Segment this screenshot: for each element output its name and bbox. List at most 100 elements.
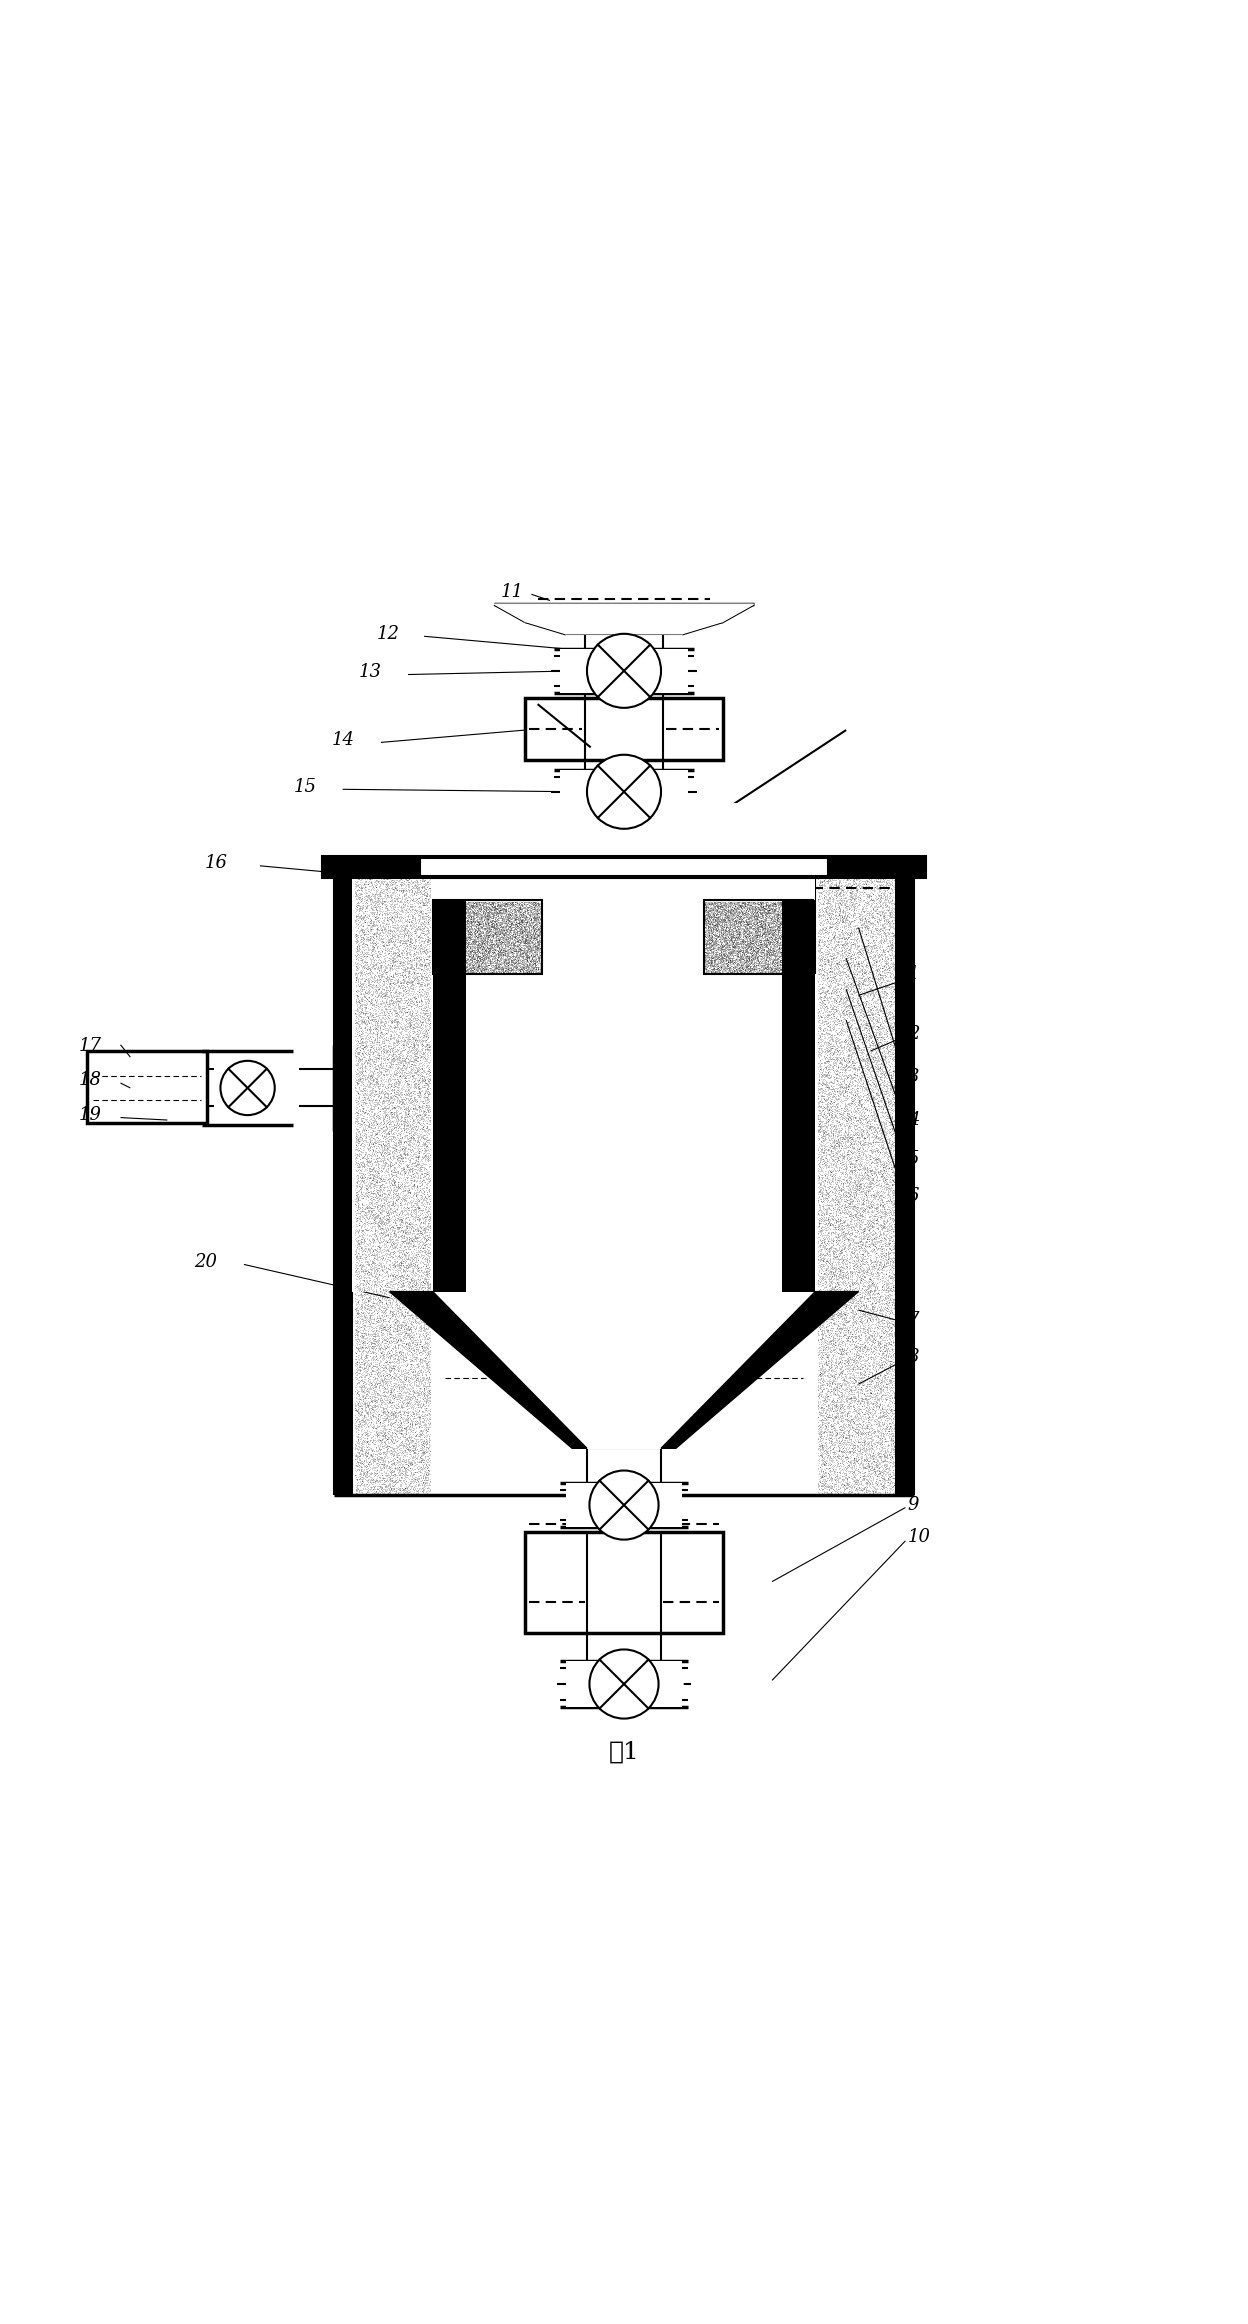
Point bbox=[809, 913, 829, 951]
Point bbox=[388, 1425, 408, 1462]
Point bbox=[384, 1167, 404, 1204]
Point bbox=[814, 1220, 834, 1257]
Point bbox=[470, 911, 490, 948]
Point bbox=[389, 969, 409, 1006]
Point bbox=[393, 1341, 413, 1378]
Point bbox=[809, 1299, 829, 1336]
Point bbox=[447, 883, 467, 920]
Point bbox=[371, 913, 391, 951]
Point bbox=[841, 1167, 861, 1204]
Point bbox=[399, 1092, 419, 1129]
Point bbox=[358, 1348, 378, 1385]
Point bbox=[879, 892, 899, 930]
Point bbox=[769, 923, 789, 960]
Point bbox=[446, 885, 466, 923]
Point bbox=[418, 1206, 438, 1243]
Point bbox=[851, 1057, 871, 1095]
Point bbox=[738, 930, 758, 967]
Point bbox=[364, 1408, 384, 1446]
Point bbox=[870, 1229, 890, 1267]
Point bbox=[529, 890, 549, 927]
Point bbox=[378, 1450, 398, 1487]
Point bbox=[846, 955, 866, 992]
Point bbox=[461, 909, 480, 946]
Point bbox=[493, 951, 513, 988]
Point bbox=[500, 944, 520, 981]
Point bbox=[872, 858, 892, 895]
Point bbox=[698, 890, 718, 927]
Point bbox=[795, 916, 815, 953]
Point bbox=[820, 1413, 840, 1450]
Point bbox=[704, 918, 724, 955]
Point bbox=[409, 1057, 429, 1095]
Point bbox=[389, 1143, 409, 1181]
Point bbox=[840, 1227, 860, 1264]
Point bbox=[412, 1269, 432, 1306]
Point bbox=[391, 1334, 411, 1371]
Point bbox=[367, 951, 387, 988]
Point bbox=[404, 1385, 424, 1422]
Point bbox=[735, 899, 755, 937]
Point bbox=[369, 1202, 389, 1239]
Point bbox=[484, 927, 504, 964]
Point bbox=[374, 997, 394, 1034]
Point bbox=[527, 918, 547, 955]
Point bbox=[700, 932, 720, 969]
Point bbox=[827, 976, 847, 1013]
Point bbox=[366, 1197, 386, 1234]
Point bbox=[414, 1325, 434, 1362]
Point bbox=[492, 941, 512, 978]
Point bbox=[364, 1218, 384, 1255]
Point bbox=[363, 1118, 383, 1155]
Point bbox=[759, 885, 779, 923]
Point bbox=[840, 1462, 860, 1499]
Point bbox=[477, 909, 497, 946]
Point bbox=[832, 1176, 852, 1213]
Point bbox=[700, 944, 720, 981]
Point bbox=[463, 906, 483, 944]
Point bbox=[864, 1346, 884, 1383]
Point bbox=[386, 992, 406, 1030]
Point bbox=[366, 1313, 386, 1350]
Point bbox=[735, 890, 755, 927]
Point bbox=[771, 885, 791, 923]
Point bbox=[408, 1057, 428, 1095]
Point bbox=[432, 930, 452, 967]
Point bbox=[851, 1462, 871, 1499]
Point bbox=[363, 1013, 383, 1050]
Point bbox=[379, 1032, 399, 1069]
Point bbox=[754, 890, 774, 927]
Point bbox=[831, 1106, 851, 1143]
Point bbox=[787, 937, 807, 974]
Point bbox=[845, 855, 865, 892]
Point bbox=[875, 1329, 895, 1367]
Point bbox=[414, 1341, 434, 1378]
Point bbox=[835, 1236, 855, 1274]
Point bbox=[794, 939, 814, 976]
Point bbox=[509, 930, 529, 967]
Point bbox=[824, 1281, 844, 1318]
Point bbox=[849, 1118, 869, 1155]
Point bbox=[438, 911, 458, 948]
Point bbox=[439, 918, 459, 955]
Point bbox=[404, 1118, 424, 1155]
Point bbox=[358, 1097, 378, 1134]
Point bbox=[770, 899, 790, 937]
Point bbox=[414, 874, 434, 911]
Point bbox=[402, 997, 422, 1034]
Point bbox=[726, 913, 746, 951]
Point bbox=[528, 925, 548, 962]
Point bbox=[419, 1390, 439, 1427]
Point bbox=[855, 865, 875, 902]
Point bbox=[736, 934, 756, 971]
Point bbox=[421, 892, 441, 930]
Point bbox=[839, 1452, 859, 1490]
Point bbox=[851, 951, 871, 988]
Point bbox=[877, 946, 897, 983]
Point bbox=[382, 1422, 402, 1459]
Point bbox=[699, 920, 719, 957]
Point bbox=[870, 1394, 890, 1432]
Point bbox=[869, 1369, 889, 1406]
Point bbox=[745, 920, 765, 957]
Point bbox=[781, 927, 801, 964]
